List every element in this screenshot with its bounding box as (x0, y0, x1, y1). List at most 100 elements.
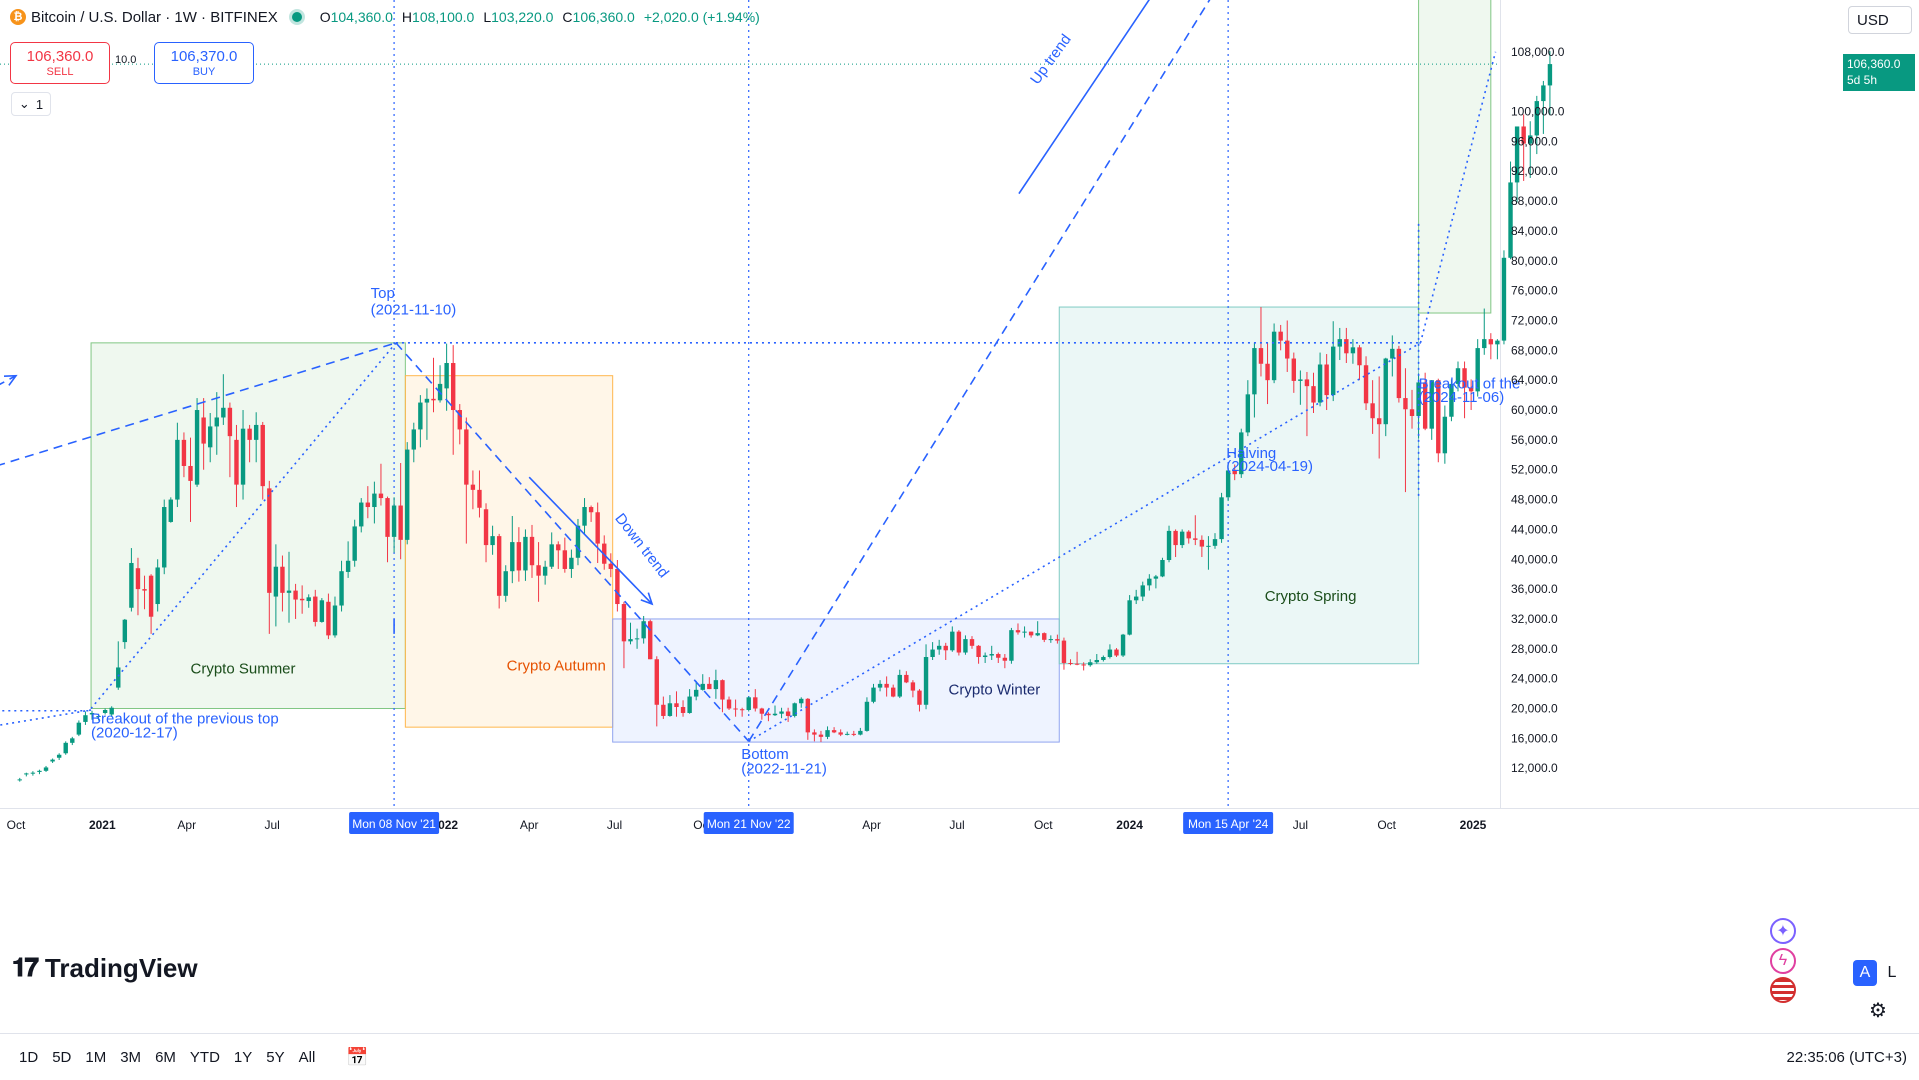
time-tick-label: Apr (862, 818, 881, 832)
crosshair-tag-bg (1183, 812, 1274, 834)
candle-body (1009, 630, 1014, 661)
time-tick-label: Oct (1377, 818, 1396, 832)
candle-body (529, 536, 535, 566)
us-flag-icon[interactable] (1770, 977, 1796, 1003)
crosshair-tag-label: Mon 08 Nov '21 (352, 817, 436, 831)
tradingview-logo[interactable]: 𝟏𝟕 TradingView (12, 952, 198, 983)
range-1y[interactable]: 1Y (233, 1048, 253, 1066)
price-tick-label: 12,000.0 (1511, 761, 1558, 775)
trend-line (0, 709, 92, 726)
range-1d[interactable]: 1D (19, 1048, 39, 1066)
range-ytd[interactable]: YTD (189, 1048, 220, 1066)
range-6m[interactable]: 6M (155, 1048, 176, 1066)
candle-body (1081, 664, 1086, 666)
candle-body (726, 699, 732, 709)
candle-body (1514, 126, 1520, 183)
candle-body (1114, 649, 1119, 656)
bitcoin-icon: ₿ (10, 9, 26, 25)
candle-body (1403, 398, 1408, 410)
brand-name: TradingView (44, 952, 198, 983)
symbol-header: ₿ Bitcoin / U.S. Dollar · 1W · BITFINEX … (10, 6, 760, 28)
candle-body (319, 600, 325, 622)
candle-body (470, 484, 476, 490)
calendar-icon[interactable]: 📅 (346, 1046, 369, 1067)
candle-body (1331, 346, 1336, 396)
auto-scale-button[interactable]: A (1853, 960, 1877, 986)
candle-body (339, 571, 344, 606)
symbol-title[interactable]: Bitcoin / U.S. Dollar · 1W · BITFINEX (31, 8, 278, 26)
candle-body (884, 683, 889, 688)
candle-body (352, 526, 357, 561)
candle-body (50, 759, 55, 762)
candle-body (1265, 363, 1270, 381)
candle-body (1212, 539, 1218, 546)
candle-body (1258, 348, 1264, 364)
currency-selector[interactable]: USD (1848, 6, 1912, 34)
lot-dropdown[interactable]: ⌄ 1 (11, 92, 51, 116)
candle-body (1140, 585, 1145, 597)
range-5d[interactable]: 5D (52, 1048, 72, 1066)
candle-body (293, 590, 298, 600)
candle-body (693, 689, 699, 697)
candle-body (753, 697, 758, 709)
candle-body (1383, 358, 1388, 425)
range-1m[interactable]: 1M (85, 1048, 107, 1066)
candle-body (982, 655, 988, 658)
buy-button[interactable]: 106,370.0 BUY (154, 42, 254, 84)
log-scale-button[interactable]: L (1887, 964, 1897, 981)
clock[interactable]: 22:35:06 (UTC+3) (1786, 1048, 1907, 1066)
chevron-down-icon: ⌄ (18, 96, 30, 111)
candle-body (864, 701, 870, 731)
candle-body (1462, 368, 1467, 388)
candle-body (1363, 365, 1369, 404)
annotation-label: Breakout of the (1419, 375, 1521, 392)
candle-body (917, 690, 922, 705)
spread-value: 10.0 (115, 54, 137, 66)
candle-body (286, 590, 292, 593)
sparkle-icon[interactable]: ✦ (1770, 918, 1796, 944)
price-tick-label: 48,000.0 (1511, 493, 1558, 507)
lightning-icon[interactable]: ϟ (1770, 948, 1796, 974)
candle-body (575, 525, 581, 558)
candle-body (1350, 347, 1356, 354)
candle-body (569, 557, 574, 569)
sell-button[interactable]: 106,360.0 SELL (10, 42, 110, 84)
candle-body (891, 687, 896, 697)
range-3m[interactable]: 3M (120, 1048, 142, 1066)
candle-body (221, 407, 226, 418)
candle-body (674, 703, 679, 708)
candle-body (1534, 101, 1539, 136)
candle-body (1127, 600, 1132, 635)
candle-body (785, 711, 791, 716)
trend-line (1419, 51, 1497, 344)
candle-body (83, 715, 88, 722)
candle-body (17, 779, 22, 781)
candle-body (871, 687, 876, 702)
candle-body (1088, 662, 1093, 666)
candle-body (1311, 386, 1316, 403)
candle-body (1317, 364, 1323, 403)
price-chart[interactable]: Top(2021-11-10) Crypto Summer Crypto Autum… (0, 0, 1919, 1033)
price-tick-label: 60,000.0 (1511, 403, 1558, 417)
candle-body (1396, 348, 1402, 399)
candle-body (799, 698, 804, 704)
price-tick-label: 96,000.0 (1511, 134, 1558, 148)
candle-body (923, 657, 929, 705)
range-5y[interactable]: 5Y (266, 1048, 285, 1066)
time-tick-label: 2025 (1460, 818, 1487, 832)
price-tick-label: 68,000.0 (1511, 343, 1558, 357)
candle-body (359, 502, 364, 527)
candle-body (858, 730, 863, 735)
candle-body (326, 601, 331, 636)
price-change: +2,020.0 (+1.94%) (643, 9, 760, 25)
candle-body (1166, 530, 1172, 561)
arrow-head (640, 592, 654, 606)
candles (17, 51, 1553, 782)
range-all[interactable]: All (298, 1048, 316, 1066)
candle-body (910, 682, 916, 691)
candle-body (1501, 257, 1507, 341)
gear-icon[interactable]: ⚙ (1869, 1000, 1887, 1022)
candle-body (582, 507, 587, 526)
candle-body (1042, 633, 1047, 640)
annotation-label: Crypto Summer (191, 660, 296, 677)
